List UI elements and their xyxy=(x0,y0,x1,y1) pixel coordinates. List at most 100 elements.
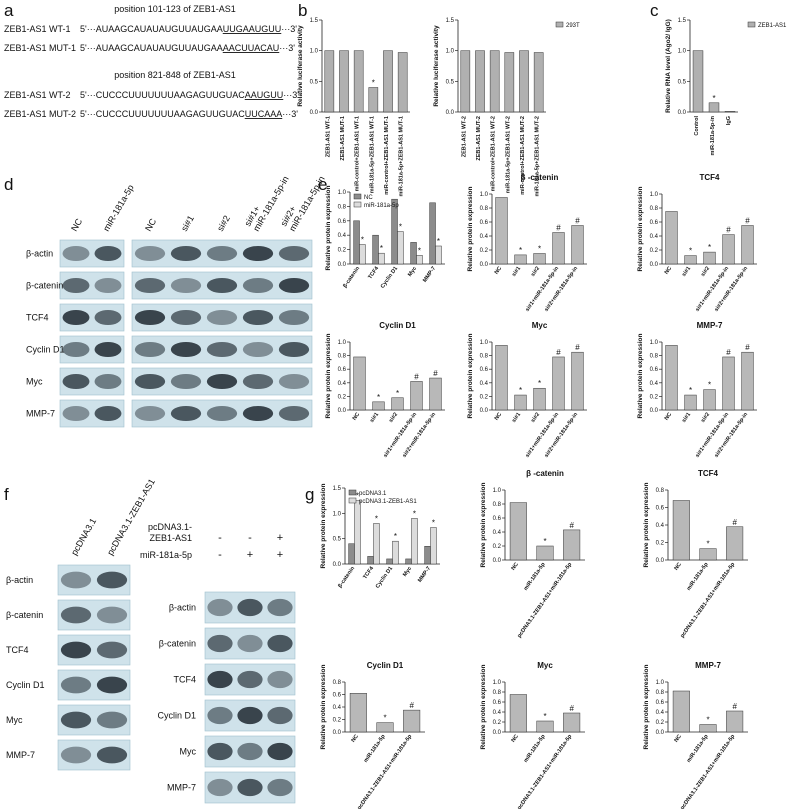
bar xyxy=(348,543,355,565)
sequence-part: ···3' xyxy=(281,24,297,34)
significance-mark: # xyxy=(732,518,737,527)
bar xyxy=(726,710,744,733)
sequence-part: UUCAAA xyxy=(245,109,283,119)
blot-band xyxy=(60,746,92,764)
y-tick-label: 0.8 xyxy=(338,354,347,360)
panel-label: d xyxy=(4,175,13,194)
blot-band xyxy=(207,634,233,653)
bar xyxy=(405,558,412,565)
y-tick-label: 0.0 xyxy=(333,730,342,736)
lane-label-line: miR-181a-5p xyxy=(101,183,136,233)
lane-label-line: NC xyxy=(69,216,84,233)
panel-label: b xyxy=(298,1,307,20)
blot-band xyxy=(206,405,238,422)
blot-band xyxy=(237,742,263,761)
legend-label: pcDNA3.1-ZEB1-AS1 xyxy=(359,499,417,505)
y-tick-label: 0.0 xyxy=(493,558,502,564)
x-tick-label: si#1+miR-181a-5p-in xyxy=(695,265,731,313)
x-tick-label: si#1+miR-181a-5p-in xyxy=(525,265,561,313)
bar xyxy=(533,52,544,113)
significance-mark: * xyxy=(706,716,709,725)
lane-label-line: si#2 xyxy=(215,214,232,233)
x-tick-label: NC xyxy=(673,734,682,744)
bar xyxy=(429,202,436,265)
significance-mark: # xyxy=(433,369,438,378)
bar xyxy=(699,724,717,733)
x-tick-label: miR-181a-5p xyxy=(523,733,547,764)
y-tick-label: 0.8 xyxy=(480,206,489,212)
bar xyxy=(533,253,546,265)
y-tick-label: 0.2 xyxy=(333,718,342,724)
blot-band xyxy=(134,405,166,422)
bar xyxy=(722,356,735,411)
chart-title: Myc xyxy=(537,661,553,670)
blot-band xyxy=(207,706,233,725)
legend-swatch xyxy=(555,21,564,28)
y-tick-label: 0.2 xyxy=(656,541,665,547)
treatment-sign: - xyxy=(218,532,222,544)
significance-mark: * xyxy=(380,244,383,253)
y-tick-label: 0.0 xyxy=(656,730,665,736)
y-tick-label: 0.5 xyxy=(310,79,319,85)
significance-mark: # xyxy=(745,217,750,226)
significance-mark: * xyxy=(399,223,402,232)
y-tick-label: 1.0 xyxy=(338,190,347,196)
sequence: 5'···AUAAGCAUAUAUGUUAUGAAUUGAAUGUU···3' xyxy=(80,24,297,34)
x-tick-label: pcDNA3.1-ZEB1-AS1+miR-181a-5p xyxy=(517,733,574,809)
bar xyxy=(741,225,754,265)
bar xyxy=(354,500,361,565)
blot-band xyxy=(278,405,310,422)
treatment-sign: - xyxy=(218,549,222,561)
row-label: Myc xyxy=(6,715,23,725)
blot-band xyxy=(94,373,122,390)
significance-mark: # xyxy=(726,226,731,235)
significance-mark: * xyxy=(356,492,359,501)
y-tick-label: 0.8 xyxy=(650,206,659,212)
y-tick-label: 0.2 xyxy=(650,394,659,400)
row-label: Myc xyxy=(180,747,197,757)
x-tick-label: NC xyxy=(494,266,503,276)
bar xyxy=(672,500,690,561)
significance-mark: * xyxy=(396,389,399,398)
treatment-label: pcDNA3.1-ZEB1-AS1 xyxy=(148,522,192,543)
y-tick-label: 0.0 xyxy=(480,262,489,268)
y-tick-label: 0.0 xyxy=(446,110,455,116)
x-tick-label: miR-181a-5p+ZEB1-AS1 WT-1 xyxy=(369,116,375,193)
y-axis-label: Relative protein expression xyxy=(325,334,332,419)
blot-band xyxy=(94,309,122,326)
y-tick-label: 0.8 xyxy=(656,690,665,696)
x-tick-label: β-catenin xyxy=(337,565,356,589)
x-tick-label: Cyclin D1 xyxy=(375,566,394,590)
y-tick-label: 0.6 xyxy=(333,693,342,699)
y-tick-label: 0.6 xyxy=(656,506,665,512)
x-tick-label: MMP-7 xyxy=(422,266,437,284)
significance-mark: * xyxy=(543,537,546,546)
treatment-label-line: miR-181a-5p xyxy=(140,550,192,560)
significance-mark: * xyxy=(375,514,378,523)
blot-band xyxy=(237,598,263,617)
sequence-part: 5'···AUAAGCAUAUAUGUUAUGAA xyxy=(80,43,223,53)
sequence-part: ···3' xyxy=(279,43,295,53)
blot-band xyxy=(242,373,274,390)
blot-band xyxy=(94,405,122,422)
x-tick-label: miR-181a-5p xyxy=(686,561,710,592)
chart-title: TCF4 xyxy=(698,469,719,478)
legend-label: pcDNA3.1 xyxy=(359,491,387,497)
y-tick-label: 0.8 xyxy=(333,680,342,686)
legend-swatch xyxy=(348,489,357,496)
y-axis-label: Relative protein expression xyxy=(325,186,332,271)
x-tick-label: si#1+miR-181a-5p-in xyxy=(525,411,561,459)
row-label: β-actin xyxy=(169,603,196,613)
x-tick-label: si#2 xyxy=(530,266,541,278)
y-tick-label: 1.5 xyxy=(333,486,342,492)
significance-mark: * xyxy=(708,243,711,252)
x-tick-label: ZEB1-AS1 WT-1 xyxy=(325,116,331,157)
bar xyxy=(509,502,527,561)
bar xyxy=(519,50,529,113)
significance-mark: # xyxy=(575,217,580,226)
x-tick-label: miR-181a-5p-in xyxy=(710,115,716,155)
y-axis-label: Relative protein expression xyxy=(467,334,474,419)
chart-title: MMP-7 xyxy=(697,321,723,330)
treatment-sign: + xyxy=(277,549,283,561)
